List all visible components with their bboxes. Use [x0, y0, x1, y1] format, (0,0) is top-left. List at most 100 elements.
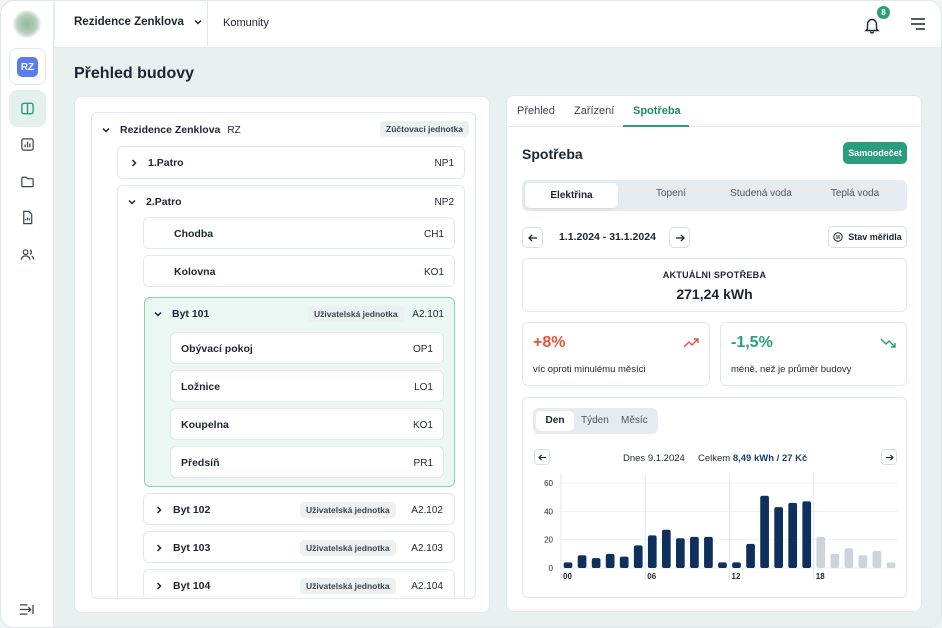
meter-state-button[interactable]: Stav měřidla: [828, 226, 907, 248]
day-label: Dnes 9.1.2024: [623, 453, 685, 464]
tree-node-label: Obývací pokoj: [181, 343, 253, 355]
arrow-left-icon: [527, 234, 537, 241]
tree-node-label: Předsíň: [181, 457, 220, 469]
media-option-heating[interactable]: Topení: [655, 188, 687, 199]
tree-node-floor-2-header[interactable]: 2.Patro NP2: [128, 196, 454, 208]
bell-icon[interactable]: [863, 16, 881, 34]
tree-node-byt-104[interactable]: Byt 104 Uživatelská jednotka A2.104: [143, 569, 455, 598]
tree-node-code: A2.101: [412, 308, 444, 320]
notification-count: 8: [877, 6, 890, 19]
building-select[interactable]: Rezidence Zenklova: [74, 16, 202, 28]
stat-card-month: +8% víc oproti minulému měsíci: [522, 322, 710, 386]
tree-node-byt-101[interactable]: Byt 101 Uživatelská jednotka A2.101 Obýv…: [144, 297, 455, 487]
sidebar-item-users[interactable]: [9, 236, 46, 273]
consumption-bar-chart: 0 20 40 60 00 06 12 18: [544, 473, 898, 581]
x-tick-label: 06: [647, 572, 656, 581]
collapse-icon[interactable]: [19, 603, 34, 616]
sidebar-item-files[interactable]: [9, 199, 46, 236]
stat-month-value: +8%: [533, 334, 566, 351]
prev-range-button[interactable]: [522, 227, 543, 248]
sidebar-item-reports[interactable]: [9, 126, 46, 163]
tree-root[interactable]: Rezidence Zenklova RZ Zúčtovací jednotka: [102, 121, 469, 139]
x-tick-label: 18: [816, 572, 825, 581]
org-badge: RZ: [17, 57, 38, 77]
chart-bar: [746, 543, 755, 568]
x-tick-label: 00: [563, 572, 572, 581]
sidebar-item-documents[interactable]: [9, 163, 46, 200]
communities-link[interactable]: Komunity: [223, 17, 269, 29]
org-switcher[interactable]: RZ: [9, 48, 46, 85]
tree-node-label: Koupelna: [181, 419, 229, 431]
chart-bar: [788, 502, 798, 568]
tree-node-byt-103[interactable]: Byt 103 Uživatelská jednotka A2.103: [143, 531, 455, 563]
tree-node-room[interactable]: Koupelna KO1: [170, 408, 444, 440]
chevron-right-icon[interactable]: [155, 506, 163, 514]
tree-node-floor-1[interactable]: 1.Patro NP1: [117, 146, 465, 179]
chevron-right-icon[interactable]: [155, 544, 163, 552]
y-tick-label: 60: [544, 479, 553, 488]
prev-day-button[interactable]: [534, 449, 550, 465]
tree-node-room[interactable]: Ložnice LO1: [170, 370, 444, 402]
chart-bar: [563, 562, 573, 568]
current-consumption-label: AKTUÁLNI SPOTŘEBA: [662, 270, 767, 280]
y-tick-label: 0: [549, 564, 554, 573]
tree-node-label: Chodba: [174, 228, 214, 240]
chevron-down-icon[interactable]: [154, 310, 162, 318]
building-tree: Rezidence Zenklova RZ Zúčtovací jednotka…: [91, 112, 476, 599]
chart-bar: [844, 548, 854, 568]
app-logo[interactable]: [13, 10, 41, 38]
tree-node-room[interactable]: Obývací pokoj OP1: [170, 332, 444, 364]
arrow-right-icon: [885, 453, 894, 461]
tab-consumption[interactable]: Spotřeba: [633, 105, 681, 117]
tree-node-byt-102[interactable]: Byt 102 Uživatelská jednotka A2.102: [143, 493, 455, 525]
period-option-week[interactable]: Týden: [581, 415, 609, 426]
media-option-cold-water[interactable]: Studená voda: [730, 188, 792, 199]
next-day-button[interactable]: [881, 449, 897, 465]
user-unit-badge: Uživatelská jednotka: [300, 502, 396, 518]
chart-bar: [690, 536, 699, 568]
y-tick-label: 20: [544, 536, 553, 545]
gauge-icon: [833, 232, 843, 242]
chart-bar: [816, 536, 826, 568]
self-reading-button[interactable]: Samoodečet: [843, 142, 907, 164]
chevron-right-icon[interactable]: [155, 582, 163, 590]
tab-devices[interactable]: Zařízení: [574, 105, 615, 117]
detail-panel: Přehled Zařízení Spotřeba Spotřeba Samoo…: [506, 95, 922, 612]
section-title: Spotřeba: [522, 146, 583, 162]
tree-node-room[interactable]: Předsíň PR1: [170, 446, 444, 478]
tree-node-kolovna[interactable]: Kolovna KO1: [143, 255, 455, 287]
detail-tabs: Přehled Zařízení Spotřeba: [507, 96, 921, 127]
chart-bar: [774, 507, 783, 568]
sidebar: RZ: [1, 1, 54, 627]
sidebar-item-overview[interactable]: [9, 90, 46, 127]
trend-down-icon: [880, 338, 896, 348]
chevron-down-icon[interactable]: [102, 126, 110, 134]
stat-building-value: -1,5%: [731, 334, 773, 351]
tab-overview[interactable]: Přehled: [517, 105, 555, 117]
current-consumption-card: AKTUÁLNI SPOTŘEBA 271,24 kWh: [522, 258, 907, 312]
tree-node-byt-101-header[interactable]: Byt 101 Uživatelská jednotka A2.101: [154, 306, 444, 322]
chevron-down-icon: [194, 20, 202, 25]
tree-node-chodba[interactable]: Chodba CH1: [143, 217, 455, 249]
tree-node-code: A2.103: [411, 542, 443, 554]
current-consumption-value: 271,24 kWh: [676, 286, 753, 302]
chart-bar: [802, 501, 812, 568]
media-option-hot-water[interactable]: Teplá voda: [830, 188, 880, 199]
y-tick-label: 40: [544, 507, 553, 516]
menu-icon[interactable]: [910, 17, 926, 31]
tree-node-label: Byt 101: [172, 308, 210, 320]
folder-icon: [21, 176, 34, 188]
tree-node-code: A2.104: [411, 580, 443, 592]
chart-bar: [732, 562, 741, 568]
stat-month-text: víc oproti minulému měsíci: [533, 364, 646, 375]
period-option-day[interactable]: Den: [536, 411, 574, 431]
tree-node-label: Kolovna: [174, 266, 216, 278]
chevron-down-icon[interactable]: [128, 198, 136, 206]
period-option-month[interactable]: Měsíc: [621, 415, 648, 426]
chart-icon: [21, 138, 34, 151]
trend-up-icon: [683, 338, 699, 348]
next-range-button[interactable]: [669, 227, 690, 248]
media-option-electricity[interactable]: Elektřina: [525, 183, 618, 208]
chart-bar: [633, 545, 643, 568]
chevron-right-icon[interactable]: [130, 159, 138, 167]
